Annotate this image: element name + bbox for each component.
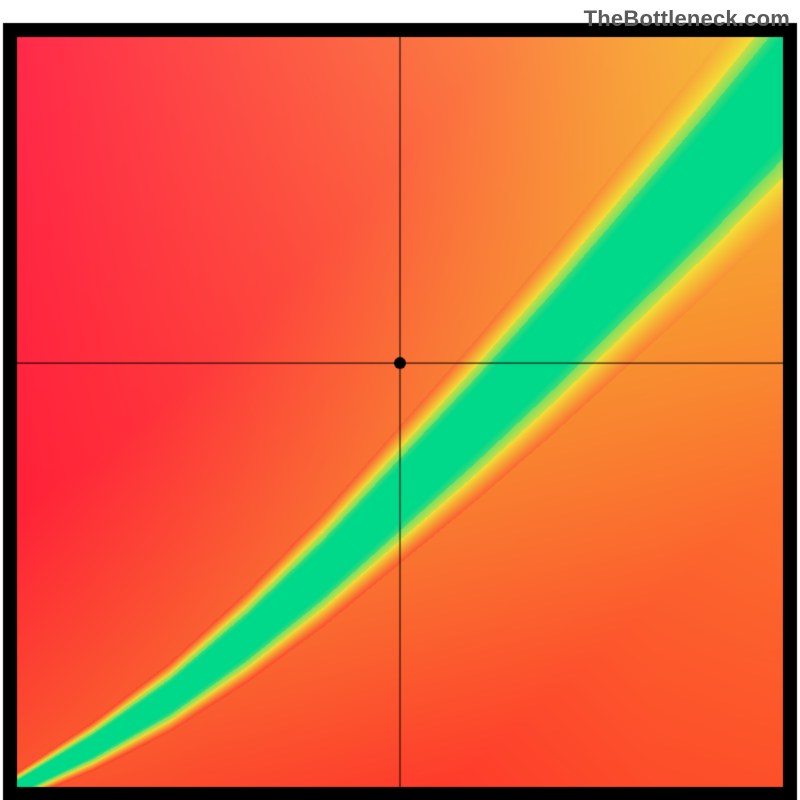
attribution-text: TheBottleneck.com (584, 6, 790, 32)
bottleneck-heatmap (0, 0, 800, 800)
